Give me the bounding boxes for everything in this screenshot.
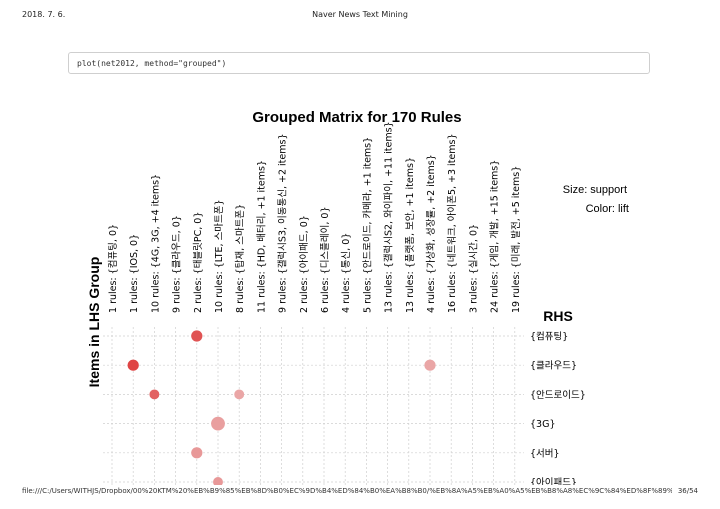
chart-grid (103, 327, 524, 485)
lhs-group-labels: 1 rules: {컴퓨팅, 0} 1 rules: {IOS, 0} 10 rul… (107, 121, 522, 313)
rhs-label: {안드로이드} (530, 390, 586, 401)
rhs-label: {아이패드} (530, 478, 577, 486)
lhs-group-label: 24 rules: {게임, 개발, +15 items} (489, 160, 501, 313)
print-date: 2018. 7. 6. (22, 10, 66, 19)
lhs-group-label: 19 rules: {미래, 발전, +5 items} (511, 166, 522, 313)
lhs-group-label: 9 rules: {갤럭시S3, 이동통신, +2 items} (277, 133, 289, 313)
rhs-label: {컴퓨팅} (530, 331, 568, 343)
lhs-group-label: 13 rules: {플랫폼, 보안, +1 items} (405, 157, 416, 313)
rhs-labels: {컴퓨팅} {클라우드} {안드로이드} {3G} {서버} {아이패드} (530, 331, 586, 486)
lhs-group-label: 10 rules: {4G, 3G, +4 items} (150, 174, 161, 313)
rule-point (234, 389, 245, 400)
lhs-group-label: 10 rules: {LTE, 스마트폰} (214, 199, 225, 313)
chart-title: Grouped Matrix for 170 Rules (252, 109, 461, 126)
rule-points (127, 330, 436, 485)
lhs-group-label: 4 rules: {가상화, 성장률, +2 items} (426, 154, 437, 313)
x-axis-label: Items in LHS Group (86, 257, 102, 388)
rhs-label: {3G} (530, 419, 556, 430)
rule-point (191, 447, 203, 459)
rule-point (424, 359, 436, 371)
rule-point (213, 477, 223, 485)
rhs-label: {서버} (530, 448, 560, 459)
rule-point (211, 416, 225, 431)
rule-point (127, 359, 139, 371)
grouped-matrix-chart: Grouped Matrix for 170 Rules Size: suppo… (86, 109, 629, 486)
code-text: plot(net2012, method="grouped") (77, 59, 227, 68)
lhs-group-label: 1 rules: {컴퓨팅, 0} (107, 224, 119, 313)
document-title: Naver News Text Mining (312, 10, 408, 19)
lhs-group-label: 4 rules: {통신, 0} (341, 233, 352, 313)
y-axis-label: RHS (543, 308, 573, 324)
page-number: 36/54 (677, 487, 698, 495)
lhs-group-label: 8 rules: {탑재, 스마트폰} (234, 204, 246, 313)
lhs-group-label: 2 rules: {아이패드, 0} (299, 215, 310, 313)
lhs-group-label: 3 rules: {실시간, 0} (468, 224, 479, 313)
lhs-group-label: 13 rules: {갤럭시S2, 와이파이, +11 items} (383, 121, 395, 313)
code-cell: plot(net2012, method="grouped") (68, 52, 650, 74)
size-legend: Size: support (563, 184, 627, 196)
lhs-group-label: 6 rules: {디스플레이, 0} (320, 206, 331, 313)
lhs-group-label: 5 rules: {안드로이드, 카메라, +1 items} (362, 137, 373, 313)
color-legend: Color: lift (586, 203, 629, 215)
rhs-label: {클라우드} (530, 361, 577, 372)
lhs-group-label: 1 rules: {IOS, 0} (129, 234, 140, 313)
lhs-group-label: 16 rules: {네트워크, 아이폰5, +3 items} (447, 133, 458, 313)
rule-point (149, 389, 160, 400)
lhs-group-label: 11 rules: {HD, 배터리, +1 items} (256, 160, 267, 313)
lhs-group-label: 9 rules: {클라우드, 0} (172, 215, 183, 313)
rule-point (191, 330, 203, 342)
file-path: file:///C:/Users/WITHJS/Dropbox/00%20KTM… (22, 487, 672, 495)
lhs-group-label: 2 rules: {태블릿PC, 0} (192, 212, 204, 313)
